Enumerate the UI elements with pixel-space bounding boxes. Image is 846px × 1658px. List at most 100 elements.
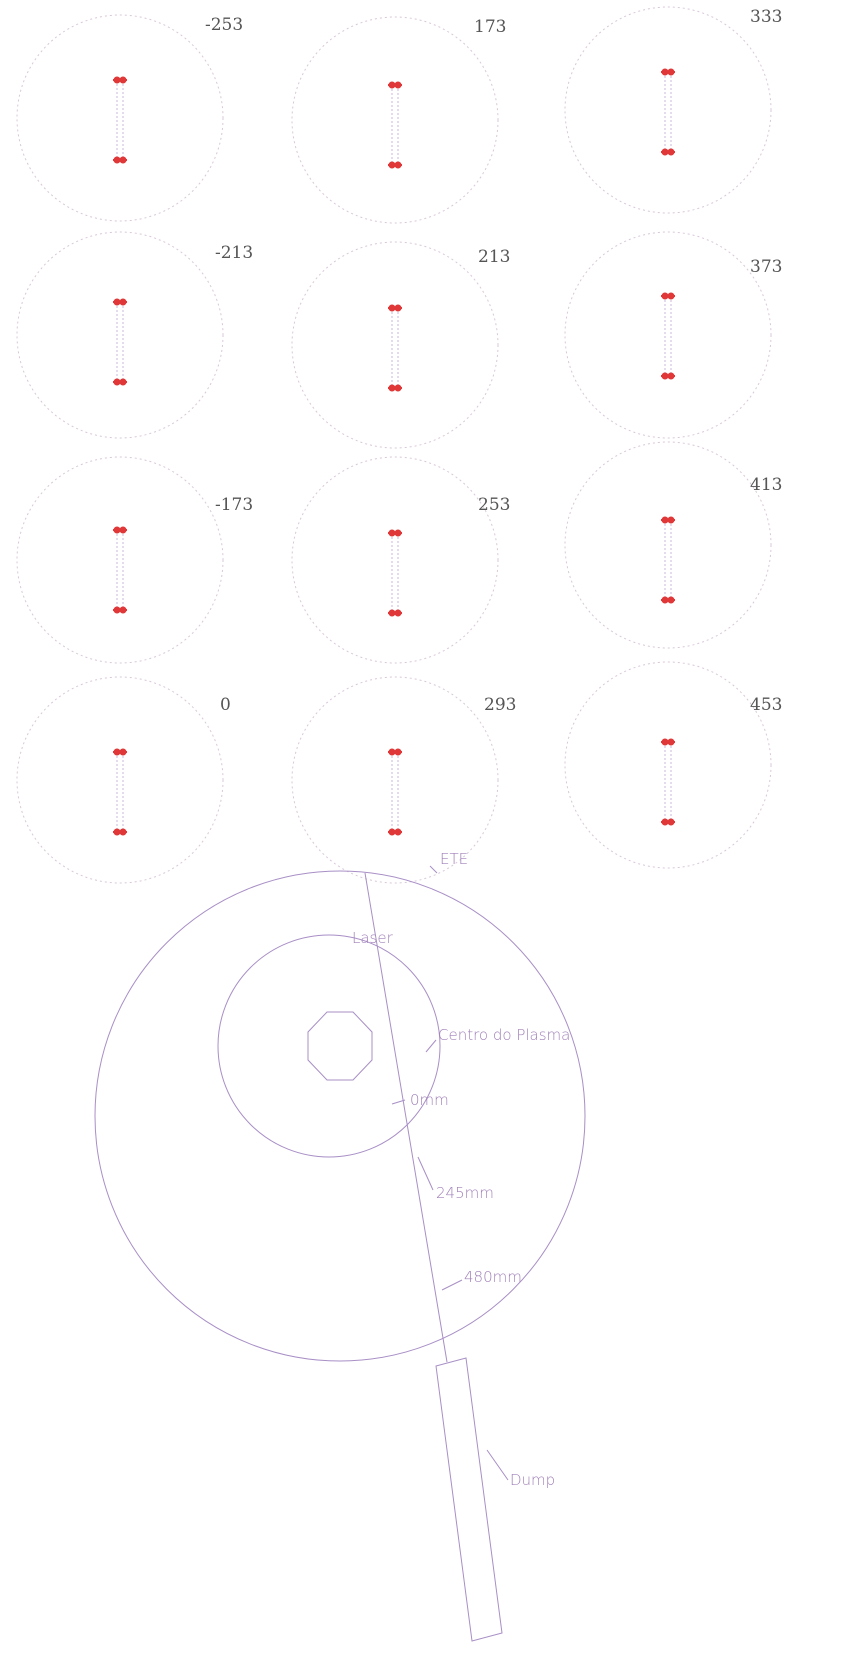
marker-dot <box>113 298 121 306</box>
panel-circle <box>16 456 224 664</box>
profile-panel: -253 <box>16 14 243 222</box>
marker-dot <box>388 828 396 836</box>
leader <box>425 1039 437 1053</box>
label-0mm: 0mm <box>410 1091 449 1109</box>
marker-dot <box>667 818 675 826</box>
marker-dot <box>667 738 675 746</box>
beam-marker <box>113 156 127 164</box>
leader <box>391 1099 406 1105</box>
panel-label: 333 <box>750 7 782 27</box>
beam-marker <box>388 304 402 312</box>
panel-label: -173 <box>215 495 253 515</box>
marker-dot <box>388 529 396 537</box>
marker-dot <box>661 596 669 604</box>
leader <box>441 1279 463 1291</box>
panel-label: -253 <box>205 15 243 35</box>
profile-panel: 213 <box>291 241 510 449</box>
beam-marker <box>388 748 402 756</box>
marker-dot <box>119 76 127 84</box>
leader <box>417 1156 434 1191</box>
beam-marker <box>661 596 675 604</box>
marker-dot <box>394 529 402 537</box>
profile-panel: 373 <box>564 231 782 439</box>
marker-dot <box>667 372 675 380</box>
panel-circle <box>16 676 224 884</box>
panels: -253 173 333 -213 213 373 -173 253 413 0 293 453 <box>16 6 782 884</box>
panel-circle <box>291 676 499 884</box>
beam-marker <box>113 606 127 614</box>
profile-panel: 253 <box>291 456 510 664</box>
panel-label: 373 <box>750 257 782 277</box>
marker-dot <box>113 378 121 386</box>
panel-label: 453 <box>750 695 782 715</box>
marker-dot <box>113 76 121 84</box>
beam-marker <box>388 828 402 836</box>
panel-circle <box>564 441 772 649</box>
label-ete: ETE <box>440 850 468 868</box>
marker-dot <box>661 68 669 76</box>
panel-circle <box>16 14 224 222</box>
profile-panel: 173 <box>291 16 506 224</box>
marker-dot <box>119 298 127 306</box>
beam-marker <box>113 828 127 836</box>
marker-dot <box>113 606 121 614</box>
panel-label: 173 <box>474 17 506 37</box>
marker-dot <box>394 609 402 617</box>
marker-dot <box>388 609 396 617</box>
beam-marker <box>661 818 675 826</box>
marker-dot <box>394 748 402 756</box>
marker-dot <box>119 748 127 756</box>
panel-label: 293 <box>484 695 516 715</box>
marker-dot <box>661 372 669 380</box>
beam-marker <box>388 609 402 617</box>
beam-marker <box>388 81 402 89</box>
beam-marker <box>661 738 675 746</box>
profile-panel: 453 <box>564 661 782 869</box>
marker-dot <box>667 596 675 604</box>
marker-dot <box>388 304 396 312</box>
profile-panel: 293 <box>291 676 516 884</box>
marker-dot <box>394 161 402 169</box>
marker-dot <box>661 818 669 826</box>
marker-dot <box>661 292 669 300</box>
panel-circle <box>564 661 772 869</box>
plasma-circle <box>217 934 441 1158</box>
tokamak-diagram <box>94 865 586 1642</box>
panel-circle <box>564 6 772 214</box>
beam-marker <box>661 68 675 76</box>
marker-dot <box>119 526 127 534</box>
label-245mm: 245mm <box>436 1184 494 1202</box>
marker-dot <box>388 81 396 89</box>
marker-dot <box>394 828 402 836</box>
panel-label: -213 <box>215 243 253 263</box>
label-plasma-center: Centro do Plasma <box>438 1026 570 1044</box>
marker-dot <box>388 748 396 756</box>
marker-dot <box>119 606 127 614</box>
marker-dot <box>119 828 127 836</box>
panel-circle <box>564 231 772 439</box>
panel-circle <box>291 241 499 449</box>
profile-panel: 413 <box>564 441 782 649</box>
leader <box>486 1449 509 1481</box>
laser-line <box>364 872 448 1363</box>
marker-dot <box>113 828 121 836</box>
marker-dot <box>388 161 396 169</box>
beam-marker <box>113 748 127 756</box>
beam-marker <box>113 378 127 386</box>
dump-box <box>435 1357 503 1642</box>
panel-circle <box>291 456 499 664</box>
beam-marker <box>113 298 127 306</box>
panel-label: 253 <box>478 495 510 515</box>
beam-marker <box>661 292 675 300</box>
beam-marker <box>388 161 402 169</box>
marker-dot <box>113 526 121 534</box>
central-octagon <box>307 1011 373 1081</box>
marker-dot <box>113 748 121 756</box>
marker-dot <box>661 148 669 156</box>
marker-dot <box>388 384 396 392</box>
panel-circle <box>291 16 499 224</box>
marker-dot <box>113 156 121 164</box>
marker-dot <box>661 738 669 746</box>
profile-panel: -213 <box>16 231 253 439</box>
